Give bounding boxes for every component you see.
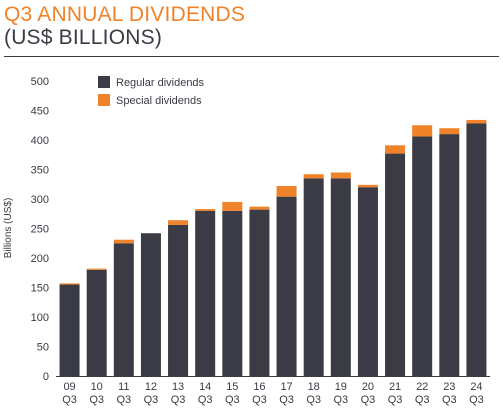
x-tick-label-quarter: Q3 bbox=[442, 394, 457, 406]
x-tick-label-year: 23 bbox=[443, 381, 455, 393]
bar-regular-dividends bbox=[249, 209, 270, 376]
x-tick-label-quarter: Q3 bbox=[415, 394, 430, 406]
x-tick-label-year: 16 bbox=[253, 381, 265, 393]
bar-regular-dividends bbox=[168, 224, 189, 376]
bar-special-dividends bbox=[195, 209, 216, 211]
x-tick-label-year: 10 bbox=[91, 381, 103, 393]
x-tick-label-quarter: Q3 bbox=[279, 394, 294, 406]
bar-special-dividends bbox=[357, 184, 378, 188]
x-tick-label-year: 09 bbox=[63, 381, 75, 393]
bar-regular-dividends bbox=[276, 196, 297, 376]
x-tick-label-year: 17 bbox=[280, 381, 292, 393]
bar-special-dividends bbox=[168, 220, 189, 225]
y-tick-label: 450 bbox=[31, 106, 49, 118]
bar-regular-dividends bbox=[385, 153, 406, 376]
y-tick-label: 350 bbox=[31, 165, 49, 177]
bar-special-dividends bbox=[303, 174, 324, 179]
x-tick-label-quarter: Q3 bbox=[361, 394, 376, 406]
bar-special-dividends bbox=[412, 125, 433, 137]
bar-special-dividends bbox=[113, 239, 134, 244]
bar-special-dividends bbox=[439, 128, 460, 135]
bar-special-dividends bbox=[466, 119, 487, 124]
y-tick-label: 150 bbox=[31, 283, 49, 295]
bar-special-dividends bbox=[59, 283, 80, 285]
x-tick-label-quarter: Q3 bbox=[198, 394, 213, 406]
legend: Regular dividends Special dividends bbox=[98, 76, 205, 107]
bar-special-dividends bbox=[276, 186, 297, 197]
bar-regular-dividends bbox=[330, 178, 351, 376]
x-tick-label-quarter: Q3 bbox=[469, 394, 484, 406]
bar-regular-dividends bbox=[86, 269, 107, 376]
bar-special-dividends bbox=[385, 145, 406, 154]
x-tick-label-quarter: Q3 bbox=[306, 394, 321, 406]
bar-regular-dividends bbox=[303, 178, 324, 376]
y-axis-label: Billions (US$) bbox=[3, 198, 14, 259]
legend-label-regular: Regular dividends bbox=[116, 77, 205, 89]
x-tick-label-quarter: Q3 bbox=[89, 394, 104, 406]
x-tick-label-year: 19 bbox=[335, 381, 347, 393]
x-tick-label-year: 14 bbox=[199, 381, 211, 393]
y-tick-label: 250 bbox=[31, 224, 49, 236]
bar-special-dividends bbox=[330, 172, 351, 179]
x-tick-label-year: 24 bbox=[470, 381, 482, 393]
x-axis-ticks: 09Q310Q311Q312Q313Q314Q315Q316Q317Q318Q3… bbox=[62, 381, 484, 406]
x-tick-label-quarter: Q3 bbox=[388, 394, 403, 406]
x-tick-label-quarter: Q3 bbox=[333, 394, 348, 406]
y-tick-label: 400 bbox=[31, 135, 49, 147]
x-tick-label-quarter: Q3 bbox=[225, 394, 240, 406]
legend-swatch-special bbox=[98, 94, 110, 106]
y-tick-label: 500 bbox=[31, 76, 49, 88]
x-tick-label-year: 13 bbox=[172, 381, 184, 393]
x-tick-label-year: 20 bbox=[362, 381, 374, 393]
bar-regular-dividends bbox=[357, 187, 378, 376]
x-tick-label-year: 18 bbox=[308, 381, 320, 393]
x-tick-label-year: 21 bbox=[389, 381, 401, 393]
bar-regular-dividends bbox=[222, 210, 243, 376]
y-tick-label: 50 bbox=[37, 342, 49, 354]
y-tick-label: 0 bbox=[43, 371, 49, 383]
x-tick-label-quarter: Q3 bbox=[116, 394, 131, 406]
bar-regular-dividends bbox=[439, 134, 460, 376]
bar-special-dividends bbox=[222, 201, 243, 211]
bar-regular-dividends bbox=[113, 243, 134, 376]
x-tick-label-year: 22 bbox=[416, 381, 428, 393]
bar-regular-dividends bbox=[59, 284, 80, 376]
bar-regular-dividends bbox=[140, 233, 161, 376]
legend-label-special: Special dividends bbox=[116, 95, 202, 107]
bar-regular-dividends bbox=[466, 123, 487, 376]
x-tick-label-year: 11 bbox=[118, 381, 129, 393]
x-tick-label-year: 12 bbox=[145, 381, 157, 393]
chart-subtitle: (US$ BILLIONS) bbox=[4, 26, 163, 49]
title-divider bbox=[4, 56, 499, 57]
y-tick-label: 200 bbox=[31, 253, 49, 265]
x-tick-label-quarter: Q3 bbox=[62, 394, 77, 406]
y-axis-ticks: 0 50 100 150 200 250 300 350 400 450 500 bbox=[31, 76, 49, 383]
y-tick-label: 100 bbox=[31, 312, 49, 324]
legend-swatch-regular bbox=[98, 76, 110, 88]
x-tick-label-quarter: Q3 bbox=[144, 394, 159, 406]
bar-special-dividends bbox=[86, 268, 107, 270]
x-tick-label-quarter: Q3 bbox=[252, 394, 267, 406]
bar-regular-dividends bbox=[195, 210, 216, 376]
x-tick-label-year: 15 bbox=[226, 381, 238, 393]
chart-title: Q3 ANNUAL DIVIDENDS bbox=[4, 3, 246, 26]
y-tick-label: 300 bbox=[31, 194, 49, 206]
bars bbox=[59, 119, 487, 376]
bar-special-dividends bbox=[249, 206, 270, 210]
bar-regular-dividends bbox=[412, 136, 433, 376]
x-tick-label-quarter: Q3 bbox=[171, 394, 186, 406]
